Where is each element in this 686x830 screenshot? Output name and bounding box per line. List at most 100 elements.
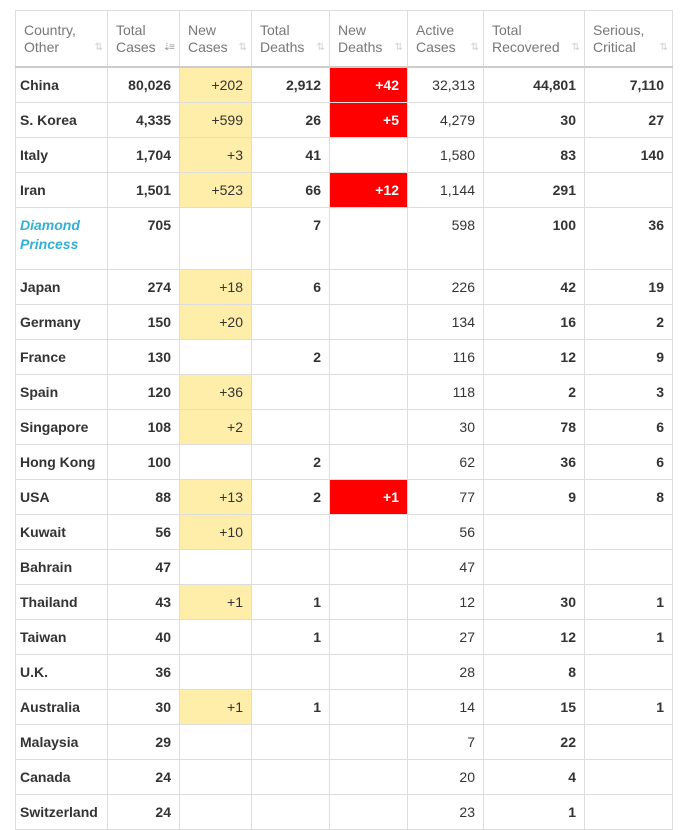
total-recovered-cell: 8 (483, 654, 585, 690)
country-cell: Taiwan (15, 619, 108, 655)
country-cell: S. Korea (15, 102, 108, 138)
new-deaths-cell (329, 619, 408, 655)
serious-critical-cell: 19 (584, 269, 673, 305)
total-deaths-cell (251, 759, 330, 795)
total-cases-cell: 4,335 (107, 102, 180, 138)
table-row: Hong Kong 100 2 62 36 6 (15, 444, 673, 480)
serious-critical-cell: 1 (584, 584, 673, 620)
serious-critical-cell (584, 794, 673, 830)
new-deaths-cell: +5 (329, 102, 408, 138)
new-deaths-cell (329, 304, 408, 340)
total-cases-cell: 24 (107, 794, 180, 830)
new-deaths-cell (329, 409, 408, 445)
sort-icon[interactable]: ⇅ (238, 42, 248, 53)
total-cases-cell: 1,501 (107, 172, 180, 208)
header-active-cases[interactable]: Active Cases ⇅ (407, 10, 484, 68)
serious-critical-cell: 27 (584, 102, 673, 138)
total-deaths-cell: 1 (251, 619, 330, 655)
active-cases-cell: 77 (407, 479, 484, 515)
new-deaths-cell (329, 759, 408, 795)
total-cases-cell: 705 (107, 207, 180, 270)
header-new-cases[interactable]: New Cases ⇅ (179, 10, 252, 68)
sort-descending-icon[interactable]: ⇣≡ (162, 42, 175, 53)
header-total-recovered[interactable]: Total Recovered ⇅ (483, 10, 585, 68)
new-cases-cell: +202 (179, 66, 252, 103)
table-row: Iran 1,501 +523 66 +12 1,144 291 (15, 172, 673, 208)
total-deaths-cell: 1 (251, 584, 330, 620)
serious-critical-cell: 1 (584, 619, 673, 655)
new-cases-cell (179, 339, 252, 375)
sort-icon[interactable]: ⇅ (571, 42, 581, 53)
header-country[interactable]: Country, Other ⇅ (15, 10, 108, 68)
country-cell: Spain (15, 374, 108, 410)
country-cell: Thailand (15, 584, 108, 620)
new-cases-cell: +1 (179, 689, 252, 725)
serious-critical-cell (584, 759, 673, 795)
new-deaths-cell: +42 (329, 66, 408, 103)
header-total-deaths[interactable]: Total Deaths ⇅ (251, 10, 330, 68)
active-cases-cell: 598 (407, 207, 484, 270)
new-deaths-cell (329, 724, 408, 760)
total-recovered-cell: 78 (483, 409, 585, 445)
table-row: Italy 1,704 +3 41 1,580 83 140 (15, 137, 673, 173)
table-row: China 80,026 +202 2,912 +42 32,313 44,801 7,110 (15, 66, 673, 103)
sort-icon[interactable]: ⇅ (316, 42, 326, 53)
new-cases-cell (179, 444, 252, 480)
active-cases-cell: 12 (407, 584, 484, 620)
new-cases-cell (179, 207, 252, 270)
total-cases-cell: 120 (107, 374, 180, 410)
serious-critical-cell: 1 (584, 689, 673, 725)
total-deaths-cell (251, 549, 330, 585)
serious-critical-cell: 7,110 (584, 66, 673, 103)
active-cases-cell: 134 (407, 304, 484, 340)
table-header-row: Country, Other ⇅ Total Cases ⇣≡ New Cases ⇅ To… (15, 10, 673, 68)
total-deaths-cell: 1 (251, 689, 330, 725)
total-cases-cell: 100 (107, 444, 180, 480)
header-serious-critical[interactable]: Serious, Critical ⇅ (584, 10, 673, 68)
table-row: Bahrain 47 47 (15, 549, 673, 585)
new-cases-cell: +3 (179, 137, 252, 173)
sort-icon[interactable]: ⇅ (659, 42, 669, 53)
total-deaths-cell (251, 724, 330, 760)
serious-critical-cell (584, 172, 673, 208)
active-cases-cell: 20 (407, 759, 484, 795)
total-cases-cell: 150 (107, 304, 180, 340)
new-deaths-cell: +12 (329, 172, 408, 208)
active-cases-cell: 28 (407, 654, 484, 690)
table-row: Diamond Princess 705 7 598 100 36 (15, 207, 673, 270)
new-deaths-cell (329, 137, 408, 173)
total-deaths-cell: 7 (251, 207, 330, 270)
total-deaths-cell (251, 514, 330, 550)
new-cases-cell (179, 619, 252, 655)
country-cell[interactable]: Diamond Princess (15, 207, 108, 270)
serious-critical-cell (584, 724, 673, 760)
active-cases-cell: 32,313 (407, 66, 484, 103)
country-cell: Hong Kong (15, 444, 108, 480)
header-new-deaths[interactable]: New Deaths ⇅ (329, 10, 408, 68)
serious-critical-cell: 8 (584, 479, 673, 515)
sort-icon[interactable]: ⇅ (94, 42, 104, 53)
total-cases-cell: 108 (107, 409, 180, 445)
total-recovered-cell: 1 (483, 794, 585, 830)
total-recovered-cell (483, 549, 585, 585)
serious-critical-cell: 36 (584, 207, 673, 270)
active-cases-cell: 23 (407, 794, 484, 830)
country-link[interactable]: Diamond Princess (20, 217, 80, 252)
country-cell: Australia (15, 689, 108, 725)
sort-icon[interactable]: ⇅ (394, 42, 404, 53)
total-cases-cell: 24 (107, 759, 180, 795)
serious-critical-cell: 9 (584, 339, 673, 375)
serious-critical-cell: 2 (584, 304, 673, 340)
new-cases-cell (179, 654, 252, 690)
sort-icon[interactable]: ⇅ (470, 42, 480, 53)
table-row: Spain 120 +36 118 2 3 (15, 374, 673, 410)
total-deaths-cell: 26 (251, 102, 330, 138)
total-cases-cell: 43 (107, 584, 180, 620)
table-row: Thailand 43 +1 1 12 30 1 (15, 584, 673, 620)
total-recovered-cell: 36 (483, 444, 585, 480)
total-recovered-cell (483, 514, 585, 550)
active-cases-cell: 27 (407, 619, 484, 655)
table-row: Singapore 108 +2 30 78 6 (15, 409, 673, 445)
new-deaths-cell (329, 514, 408, 550)
header-total-cases[interactable]: Total Cases ⇣≡ (107, 10, 180, 68)
